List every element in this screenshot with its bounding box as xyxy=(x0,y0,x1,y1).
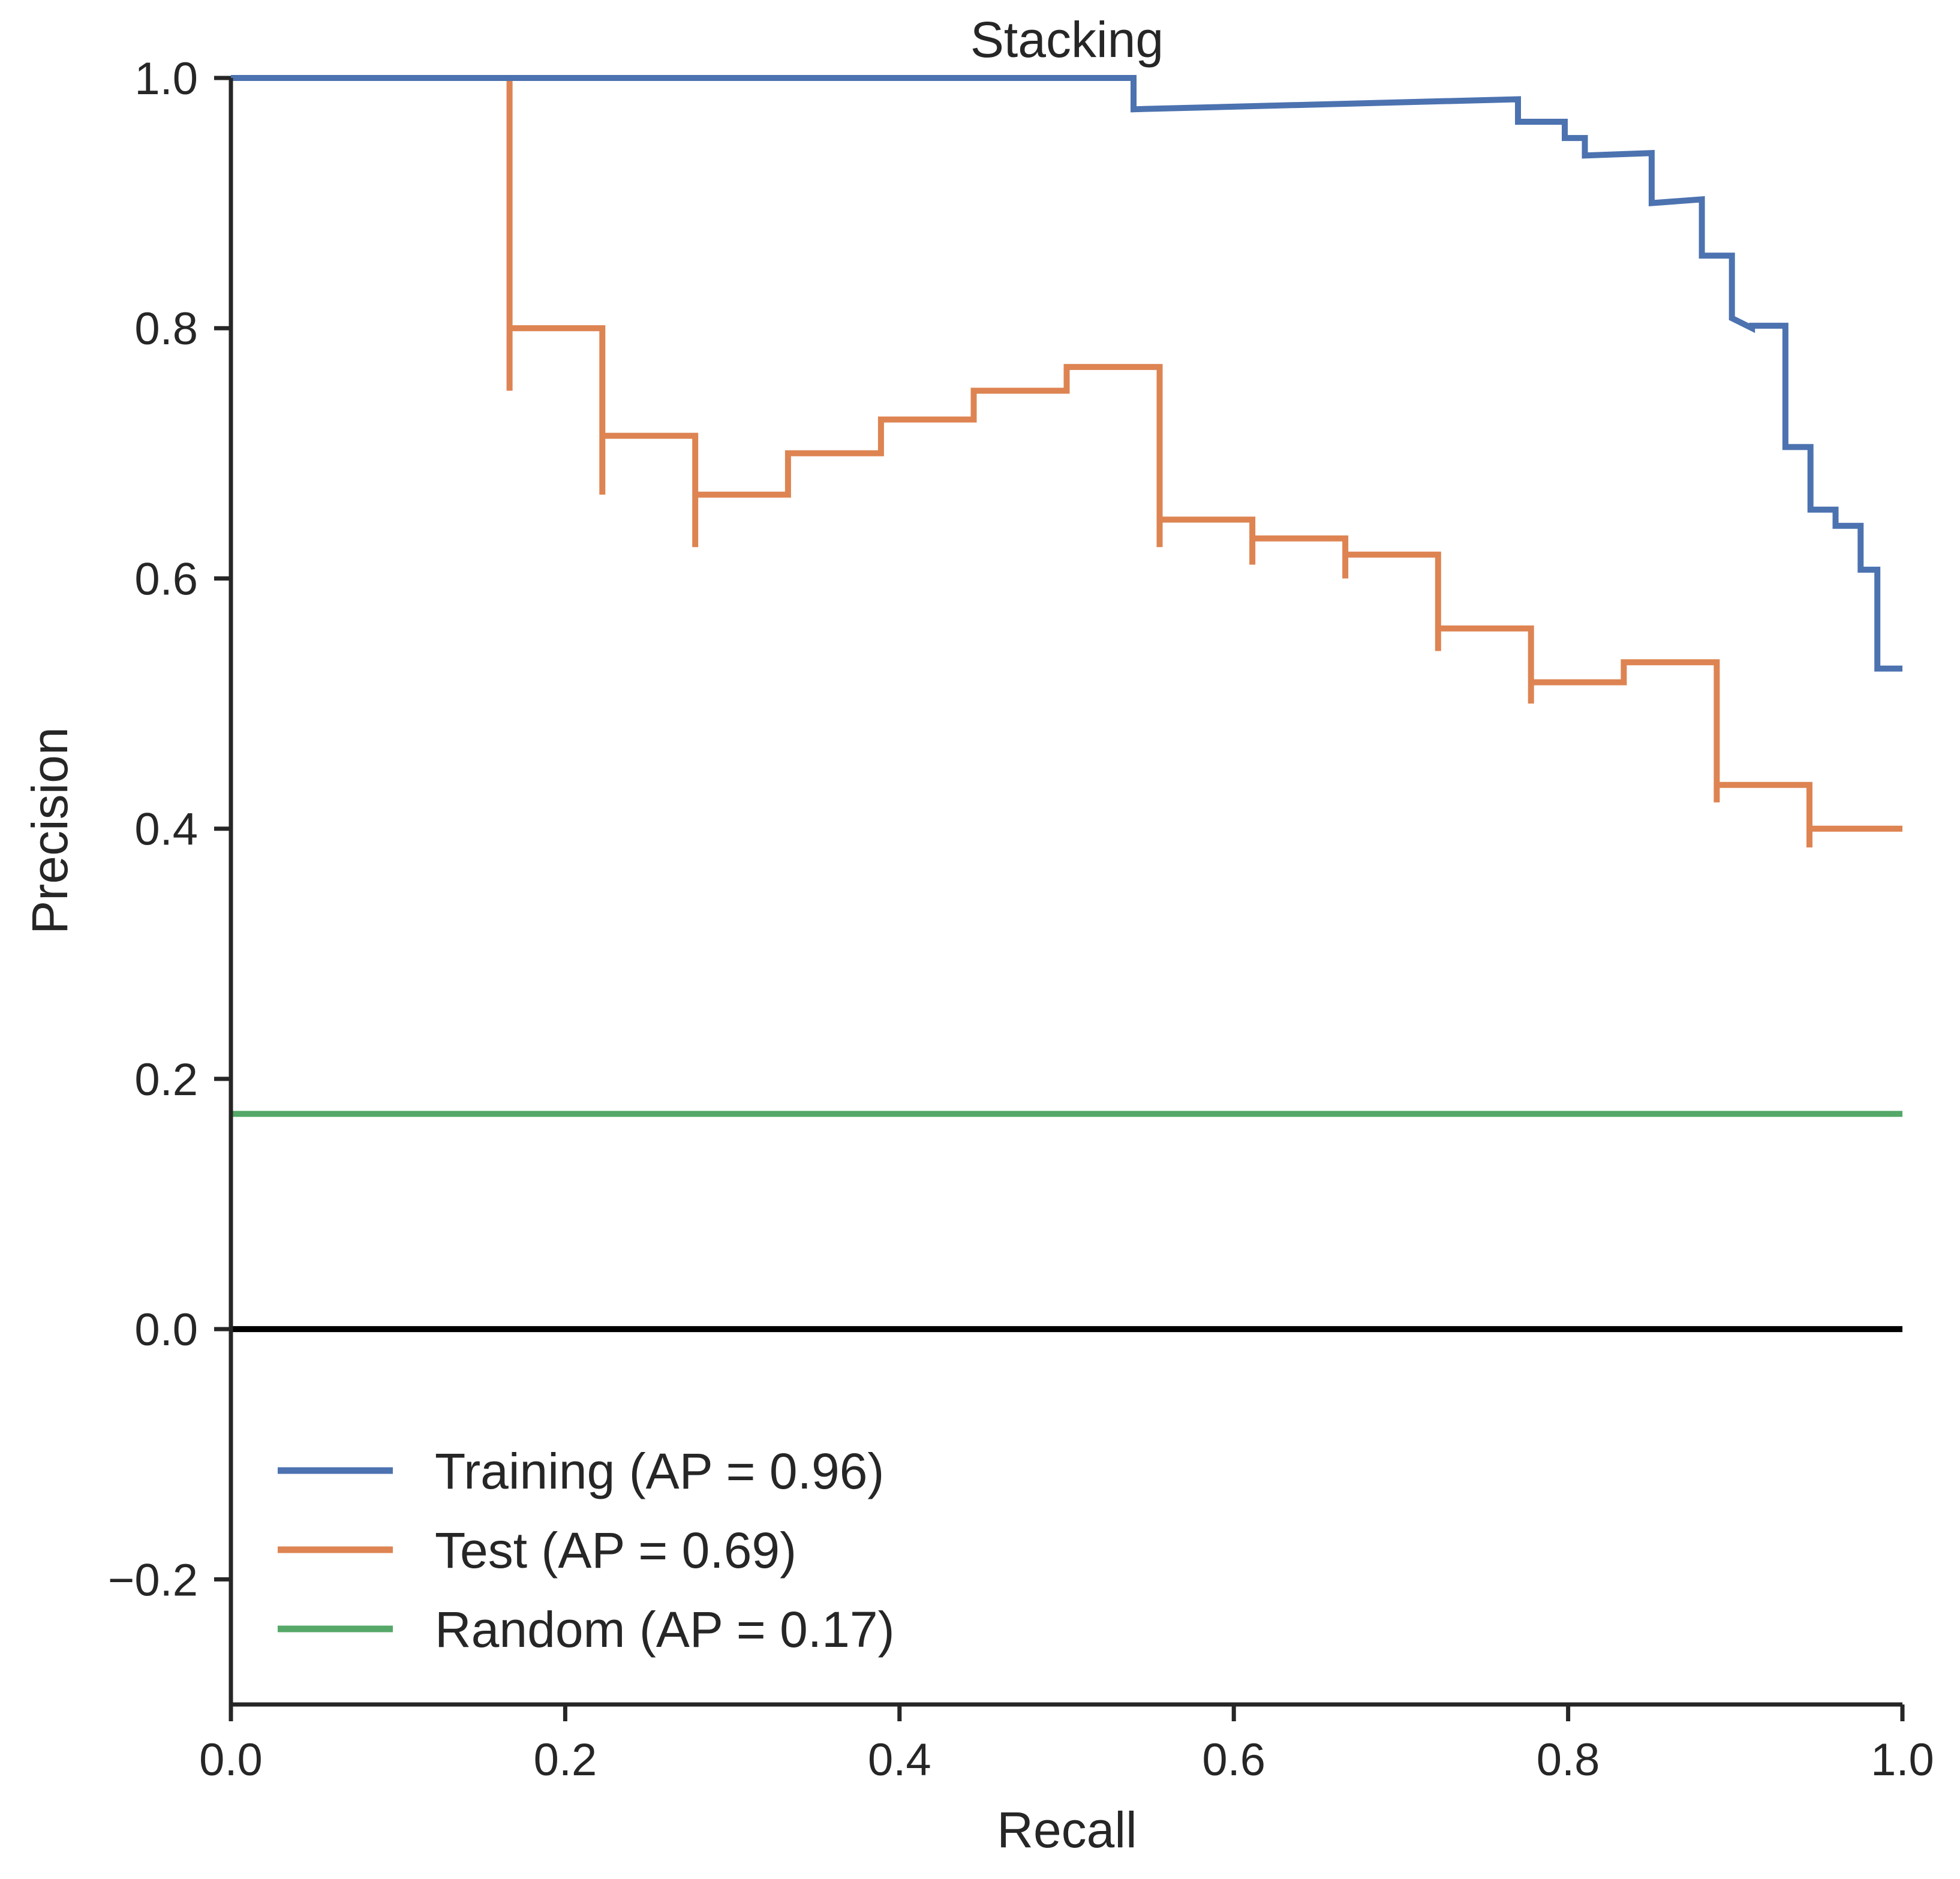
y-tick-label: 0.4 xyxy=(134,804,198,855)
x-tick-label: 0.2 xyxy=(534,1734,597,1785)
x-tick-label: 0.0 xyxy=(199,1734,263,1785)
x-tick-label: 0.6 xyxy=(1202,1734,1265,1785)
y-tick-label: −0.2 xyxy=(108,1555,198,1606)
test-curve xyxy=(231,75,1902,847)
x-axis-ticks: 0.0 0.2 0.4 0.6 0.8 1.0 xyxy=(199,1704,1934,1785)
x-tick-label: 1.0 xyxy=(1871,1734,1934,1785)
x-tick-label: 0.8 xyxy=(1537,1734,1600,1785)
legend-label: Random (AP = 0.17) xyxy=(435,1601,895,1658)
plot-lines xyxy=(229,75,1902,1333)
y-tick-label: 0.8 xyxy=(134,303,198,354)
legend-label: Test (AP = 0.69) xyxy=(435,1522,796,1579)
training-curve xyxy=(231,75,1902,672)
legend-label: Training (AP = 0.96) xyxy=(435,1443,884,1499)
y-axis-ticks: −0.2 0.0 0.2 0.4 0.6 0.8 1.0 xyxy=(108,53,231,1606)
legend: Training (AP = 0.96) Test (AP = 0.69) Rand… xyxy=(278,1443,895,1658)
x-axis-title: Recall xyxy=(997,1802,1137,1858)
x-tick-label: 0.4 xyxy=(868,1734,931,1785)
y-tick-label: 1.0 xyxy=(134,53,198,104)
y-tick-label: 0.2 xyxy=(134,1054,198,1105)
y-tick-label: 0.6 xyxy=(134,554,198,605)
y-axis-title: Precision xyxy=(22,727,78,934)
chart-title: Stacking xyxy=(970,11,1164,68)
y-tick-label: 0.0 xyxy=(134,1304,198,1355)
